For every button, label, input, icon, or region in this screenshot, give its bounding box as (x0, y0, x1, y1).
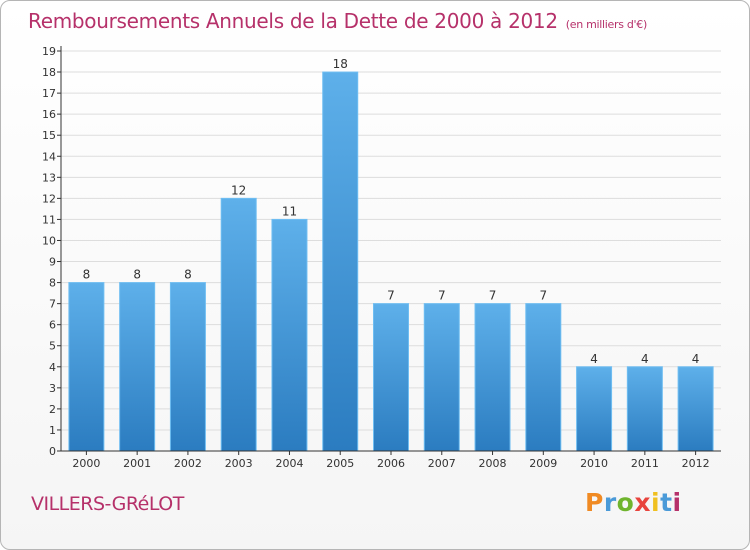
chart-title: Remboursements Annuels de la Dette de 20… (28, 9, 647, 33)
data-label: 7 (438, 289, 446, 303)
y-tick-label: 19 (42, 45, 56, 58)
data-label: 4 (590, 352, 598, 366)
data-label: 8 (83, 268, 91, 282)
x-tick-label: 2010 (580, 457, 608, 470)
data-label: 7 (489, 289, 497, 303)
y-tick-label: 17 (42, 87, 56, 100)
y-tick-label: 15 (42, 129, 56, 142)
x-tick-label: 2005 (326, 457, 354, 470)
data-label: 8 (133, 268, 141, 282)
data-label: 12 (231, 183, 246, 197)
x-tick-label: 2006 (377, 457, 405, 470)
data-label: 7 (387, 289, 395, 303)
x-tick-label: 2000 (72, 457, 100, 470)
x-tick-label: 2003 (225, 457, 253, 470)
y-tick-label: 3 (49, 382, 56, 395)
x-tick-label: 2002 (174, 457, 202, 470)
data-label: 7 (539, 289, 547, 303)
y-tick-label: 11 (42, 213, 56, 226)
data-label: 4 (692, 352, 700, 366)
x-tick-label: 2008 (479, 457, 507, 470)
y-tick-label: 1 (49, 424, 56, 437)
y-tick-label: 5 (49, 340, 56, 353)
y-tick-label: 12 (42, 192, 56, 205)
x-tick-label: 2009 (529, 457, 557, 470)
bar (423, 303, 460, 452)
y-tick-label: 0 (49, 445, 56, 458)
y-tick-label: 7 (49, 298, 56, 311)
bar (119, 282, 156, 452)
bar (220, 197, 257, 452)
y-tick-label: 8 (49, 277, 56, 290)
y-tick-label: 18 (42, 66, 56, 79)
bar (322, 71, 359, 452)
bar (525, 303, 562, 452)
data-label: 4 (641, 352, 649, 366)
commune-name: VILLERS-GRéLOT (31, 493, 184, 515)
y-tick-label: 13 (42, 171, 56, 184)
x-tick-label: 2001 (123, 457, 151, 470)
y-tick-label: 16 (42, 108, 56, 121)
x-tick-label: 2011 (631, 457, 659, 470)
data-label: 8 (184, 268, 192, 282)
y-tick-label: 2 (49, 403, 56, 416)
bar (68, 282, 105, 452)
x-tick-label: 2012 (682, 457, 710, 470)
data-label: 11 (282, 204, 297, 218)
bar (271, 218, 308, 452)
title-text: Remboursements Annuels de la Dette de 20… (28, 9, 558, 33)
bar (677, 366, 714, 452)
x-tick-label: 2007 (428, 457, 456, 470)
y-tick-label: 6 (49, 319, 56, 332)
bar (626, 366, 663, 452)
bar (576, 366, 613, 452)
y-tick-label: 4 (49, 361, 56, 374)
x-tick-label: 2004 (275, 457, 303, 470)
bar (474, 303, 511, 452)
chart-subtitle: (en milliers d'€) (565, 18, 647, 31)
bar (169, 282, 206, 452)
y-tick-label: 14 (42, 150, 56, 163)
data-label: 18 (333, 57, 348, 71)
y-tick-label: 9 (49, 256, 56, 269)
bar (373, 303, 409, 452)
y-tick-label: 10 (42, 234, 56, 247)
proxiti-logo: Proxiti (585, 488, 682, 517)
